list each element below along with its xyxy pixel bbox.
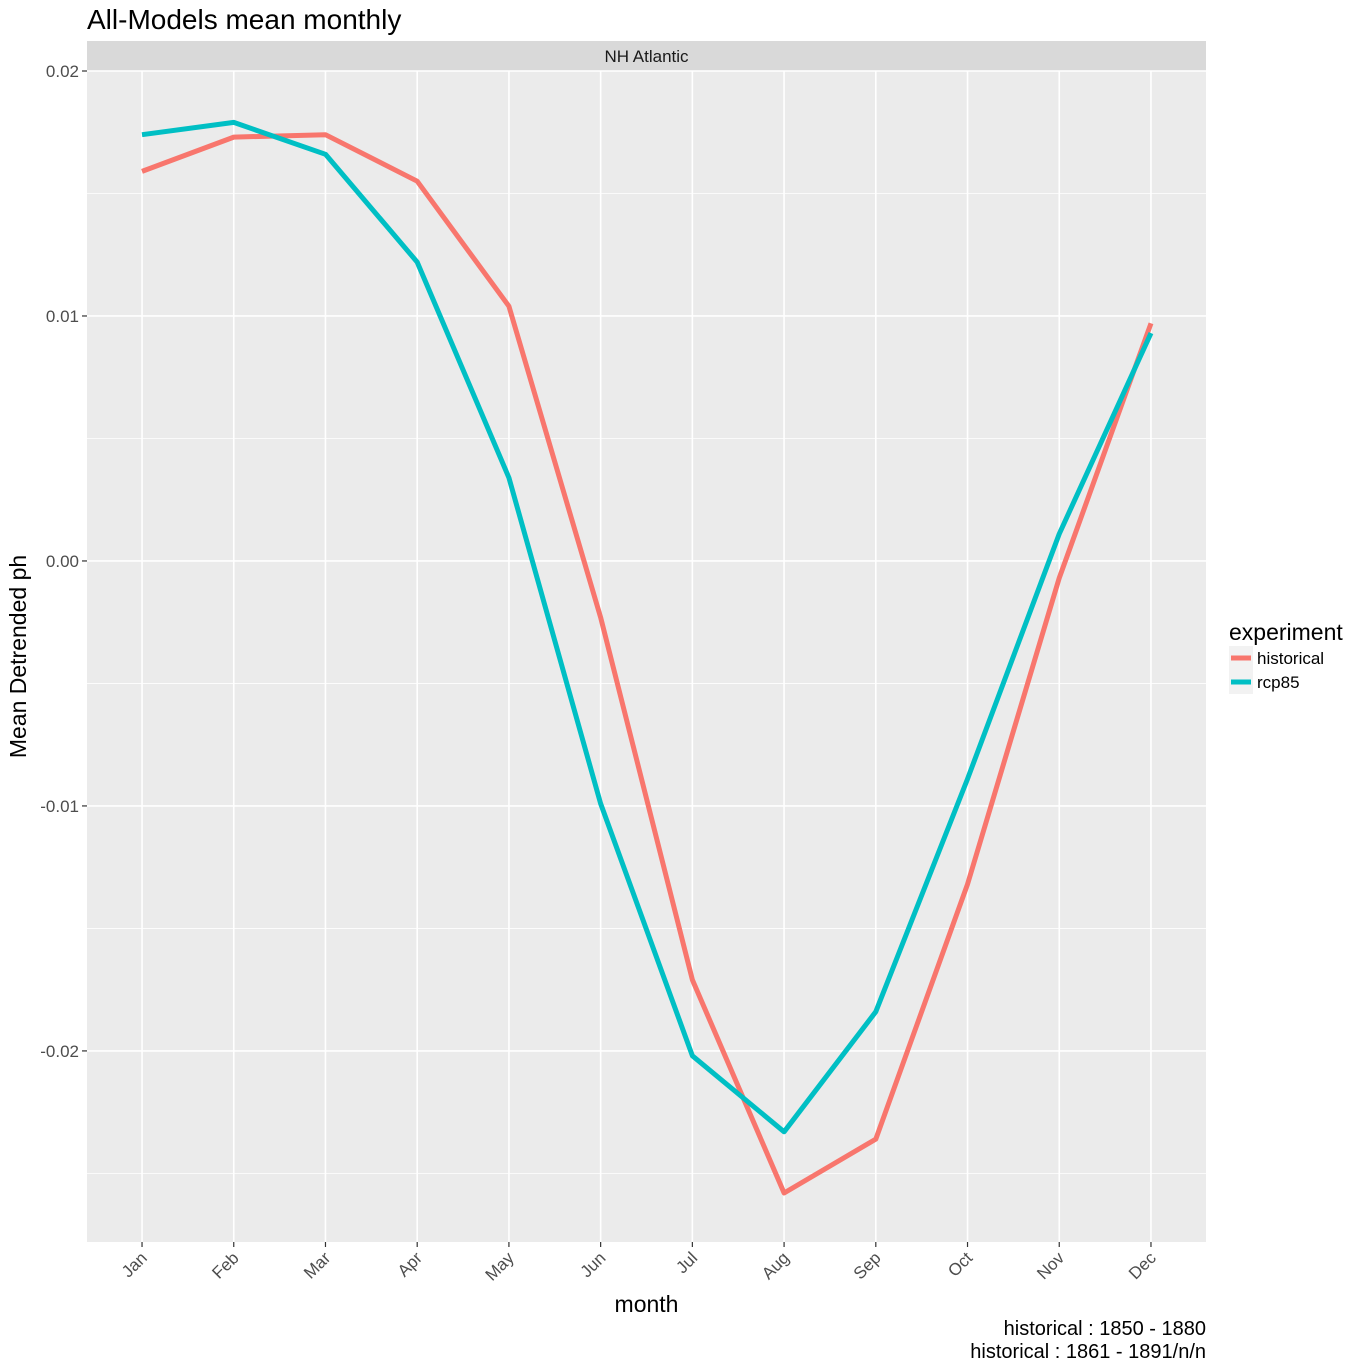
x-tick-label: Jan — [118, 1248, 151, 1281]
x-tick-label: Sep — [850, 1248, 885, 1283]
y-tick-label: 0.01 — [46, 307, 79, 326]
series-line-rcp85 — [141, 119, 1154, 1135]
caption-line-2: historical : 1861 - 1891/n/n — [970, 1341, 1206, 1363]
y-tick-label: 0.00 — [46, 552, 79, 571]
caption-line-1: historical : 1850 - 1880 — [1004, 1318, 1206, 1340]
y-axis-title: Mean Detrended ph — [5, 555, 31, 758]
facet-strip — [87, 41, 1206, 71]
legend: experiment historical rcp85 — [1229, 619, 1343, 694]
series-line-historical — [141, 132, 1154, 1196]
x-tick-label: Oct — [944, 1248, 976, 1280]
series-lines — [141, 119, 1154, 1196]
legend-title: experiment — [1229, 619, 1343, 645]
y-tick-label: -0.01 — [40, 797, 79, 816]
plot-panel — [87, 71, 1206, 1242]
y-axis-ticks: -0.02 -0.01 0.00 0.01 0.02 — [40, 62, 87, 1061]
x-tick-label: Aug — [758, 1248, 793, 1283]
facet-strip-label: NH Atlantic — [604, 47, 689, 66]
legend-label-rcp85: rcp85 — [1257, 673, 1300, 692]
x-axis-ticks: Jan Feb Mar Apr May Jun Jul Aug Sep Oct Nov Dec — [118, 1242, 1160, 1285]
legend-label-historical: historical — [1257, 649, 1324, 668]
x-tick-label: Jul — [672, 1248, 701, 1277]
x-tick-label: Feb — [208, 1248, 242, 1282]
chart-title: All-Models mean monthly — [87, 4, 401, 35]
y-tick-label: 0.02 — [46, 62, 79, 81]
x-tick-label: Dec — [1125, 1248, 1160, 1283]
x-tick-label: May — [482, 1248, 518, 1284]
x-tick-label: Mar — [300, 1248, 334, 1282]
x-axis-title: month — [615, 1291, 679, 1317]
x-tick-label: Jun — [577, 1248, 610, 1281]
y-tick-label: -0.02 — [40, 1042, 79, 1061]
x-tick-label: Apr — [394, 1248, 426, 1280]
x-tick-label: Nov — [1033, 1248, 1068, 1283]
